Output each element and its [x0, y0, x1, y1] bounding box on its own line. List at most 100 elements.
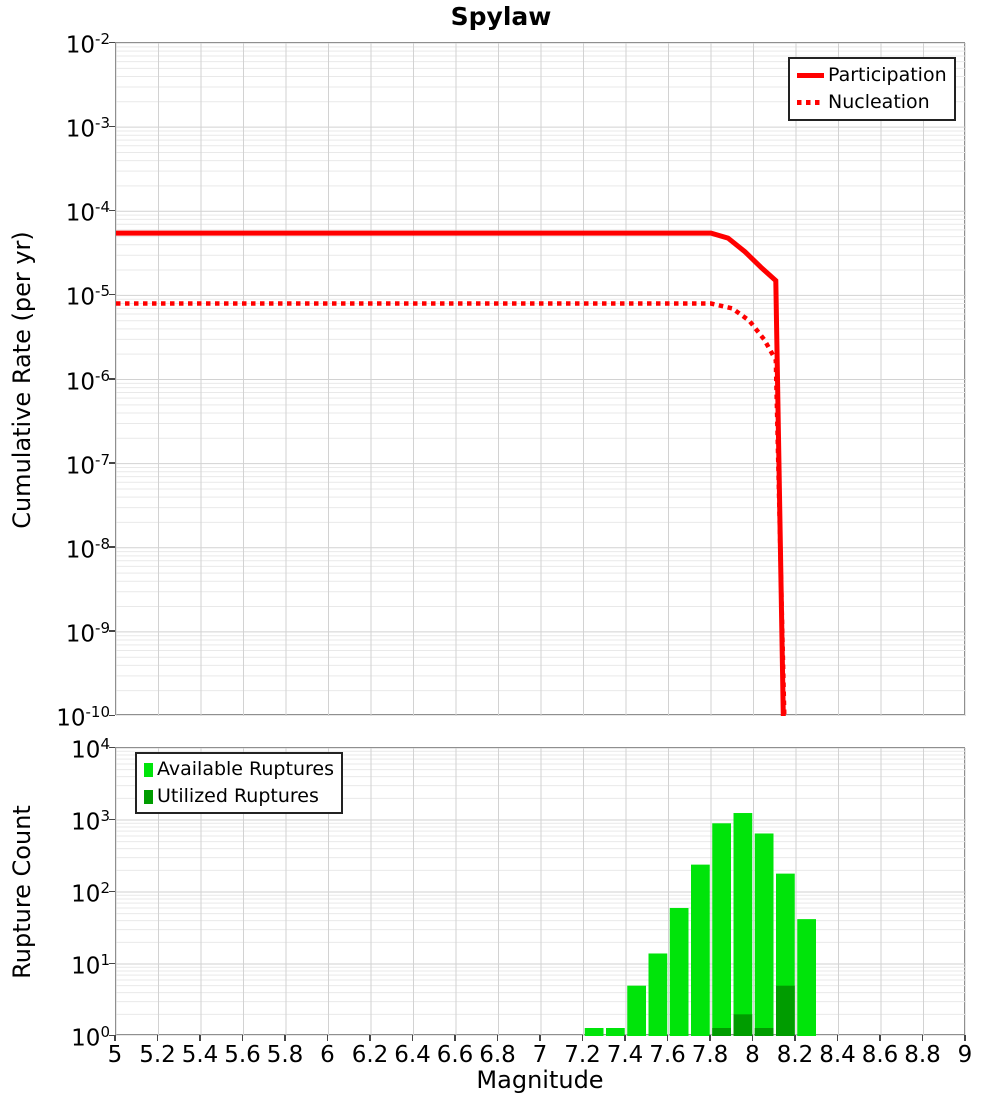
available-bar	[606, 1028, 625, 1036]
x-tick-label: 8.8	[904, 1042, 941, 1068]
y-tick-label: 10-9	[65, 618, 110, 648]
y-tick-label: 101	[71, 951, 110, 980]
x-tick-label: 7.6	[649, 1042, 686, 1068]
y-tick-label: 104	[71, 735, 110, 764]
legend-label-utilized-ruptures: Utilized Ruptures	[157, 785, 319, 807]
nucleation-line	[116, 301, 787, 716]
x-tick-label: 7.4	[606, 1042, 644, 1068]
legend-item-nucleation: Nucleation	[797, 90, 947, 115]
x-tick-mark	[199, 1035, 201, 1041]
chart-title: Spylaw	[450, 2, 552, 31]
available-bar	[648, 953, 668, 1036]
x-tick-mark	[326, 1035, 329, 1041]
x-tick-mark	[454, 1035, 456, 1041]
x-tick-label: 6.2	[351, 1042, 389, 1068]
x-tick-label: 9	[957, 1042, 973, 1068]
y-tick-label: 10-8	[65, 534, 110, 564]
x-tick-label: 6.8	[479, 1042, 516, 1068]
x-tick-label: 7	[532, 1042, 548, 1068]
x-tick-label: 5.8	[266, 1042, 304, 1068]
participation-line	[116, 230, 786, 716]
available-bar	[627, 985, 646, 1036]
utilized-bar	[733, 1014, 753, 1036]
x-tick-label: 6.4	[394, 1042, 431, 1068]
available-bar	[754, 833, 774, 1036]
x-tick-label: 8	[745, 1042, 760, 1068]
y-tick-label: 10-5	[65, 282, 110, 312]
x-axis-label: Magnitude	[476, 1066, 604, 1094]
y-tick-label: 10-7	[65, 450, 110, 480]
legend-item-participation: Participation	[797, 63, 947, 88]
available-bar	[797, 919, 816, 1036]
y-tick-mark	[109, 1034, 115, 1036]
y-tick-label: 10-6	[65, 366, 110, 396]
x-tick-mark	[666, 1035, 669, 1041]
y-tick-label: 10-4	[65, 198, 110, 227]
x-tick-mark	[284, 1035, 286, 1041]
y-tick-label: 10-3	[65, 114, 110, 143]
x-tick-mark	[794, 1035, 796, 1041]
y-tick-mark	[109, 546, 115, 548]
y-tick-mark	[109, 209, 115, 212]
y-tick-mark	[109, 293, 115, 296]
y-tick-mark	[109, 630, 115, 632]
legend-label-participation: Participation	[828, 64, 947, 86]
x-tick-mark	[114, 1035, 116, 1041]
x-tick-label: 8.6	[861, 1042, 899, 1068]
top-plot-rate-chart-svg	[116, 43, 966, 716]
utilized-bar	[712, 1028, 731, 1036]
legend-label-available-ruptures: Available Ruptures	[157, 758, 334, 780]
top-plot-rate-chart	[115, 42, 966, 716]
y-tick-mark	[109, 714, 115, 716]
available-bar	[691, 864, 710, 1036]
x-tick-mark	[836, 1035, 839, 1041]
y-tick-label: 10-10	[56, 703, 110, 732]
x-tick-label: 6	[320, 1042, 335, 1068]
top-legend: Participation Nucleation	[788, 57, 956, 121]
x-tick-mark	[496, 1035, 499, 1041]
x-tick-mark	[369, 1035, 371, 1041]
x-tick-mark	[241, 1035, 244, 1041]
x-tick-mark	[624, 1035, 626, 1041]
y-tick-mark	[109, 41, 115, 43]
y-tick-mark	[109, 890, 115, 892]
x-tick-label: 7.2	[564, 1042, 601, 1068]
y-tick-mark	[109, 962, 115, 964]
y-tick-label: 100	[71, 1023, 110, 1052]
y-tick-label: 102	[71, 879, 110, 908]
x-tick-label: 5.2	[139, 1042, 176, 1068]
y-tick-mark	[109, 378, 115, 380]
x-tick-mark	[964, 1035, 966, 1041]
x-tick-mark	[921, 1035, 924, 1041]
nucleation-dotted-line-swatch-icon	[797, 100, 824, 105]
participation-solid-line-swatch-icon	[797, 73, 824, 78]
available-bar	[584, 1028, 604, 1036]
bottom-legend: Available Ruptures Utilized Ruptures	[135, 752, 343, 814]
x-tick-label: 7.8	[691, 1042, 729, 1068]
x-tick-mark	[709, 1035, 711, 1041]
y-tick-mark	[109, 125, 115, 128]
available-bar	[712, 823, 731, 1036]
y-tick-mark	[109, 746, 115, 748]
available-ruptures-swatch-icon	[144, 762, 153, 777]
x-tick-mark	[539, 1035, 541, 1041]
x-tick-mark	[156, 1035, 159, 1041]
x-tick-label: 5.6	[224, 1042, 261, 1068]
utilized-bar	[754, 1028, 774, 1036]
x-tick-label: 8.4	[819, 1042, 856, 1068]
x-tick-label: 5	[107, 1042, 123, 1068]
legend-label-nucleation: Nucleation	[828, 91, 930, 113]
y-tick-mark	[109, 462, 115, 464]
utilized-bar	[776, 985, 795, 1036]
x-tick-mark	[581, 1035, 584, 1041]
utilized-ruptures-swatch-icon	[144, 789, 153, 804]
legend-item-utilized-ruptures: Utilized Ruptures	[144, 784, 334, 809]
available-bar	[669, 907, 689, 1036]
x-tick-mark	[879, 1035, 881, 1041]
y-tick-label: 103	[71, 807, 110, 836]
y-tick-label: 10-2	[65, 30, 110, 59]
legend-item-available-ruptures: Available Ruptures	[144, 757, 334, 782]
x-tick-mark	[411, 1035, 414, 1041]
x-tick-label: 6.6	[436, 1042, 474, 1068]
